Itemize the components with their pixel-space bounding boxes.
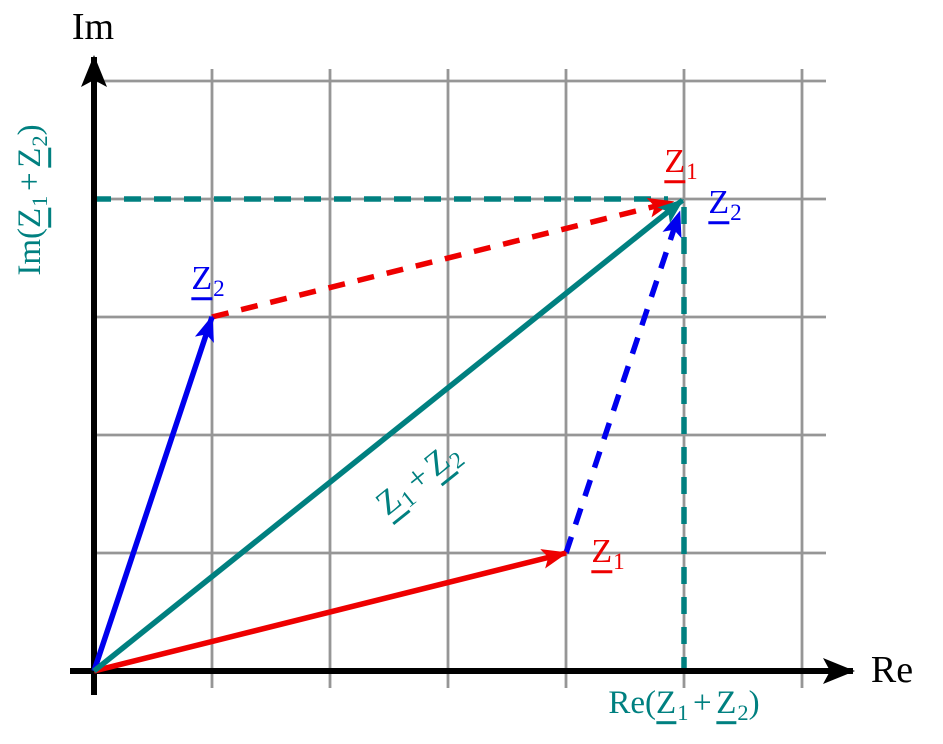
re-axis-title: Re <box>870 649 914 691</box>
z2-vector <box>91 315 215 672</box>
re-projection-sub1: 1 <box>677 700 689 726</box>
re-projection-z2: Z <box>716 687 737 725</box>
re-projection-prefix: Re( <box>608 685 657 722</box>
z1-shifted-vector <box>211 198 675 320</box>
re-projection-label: Re(Z1 + Z2) <box>608 685 760 726</box>
sum-vector <box>92 198 685 674</box>
im-projection-suffix: ) <box>12 124 49 136</box>
z2-sum-sub: 2 <box>730 200 742 227</box>
re-projection-suffix: ) <box>748 685 760 722</box>
im-axis-title: Im <box>71 6 115 48</box>
z2-tip-z: Z <box>191 262 213 301</box>
z1-sum-sub: 1 <box>686 159 698 186</box>
z2-sum-z: Z <box>708 186 730 225</box>
z2-tip-sub: 2 <box>213 276 225 303</box>
im-projection-sub2: 2 <box>27 135 53 147</box>
im-projection-sub1: 1 <box>27 195 53 207</box>
z1-shifted-label: Z1 <box>664 145 698 186</box>
re-projection-plus: + <box>693 685 712 722</box>
z1-vector <box>93 549 568 674</box>
z1-tip-z: Z <box>591 535 613 574</box>
z2-shifted-vector <box>563 210 683 554</box>
im-projection-prefix: Im( <box>12 227 49 276</box>
re-projection-sub2: 2 <box>737 700 749 726</box>
im-projection-z1: Z <box>12 207 52 228</box>
z1-sum-z: Z <box>664 145 686 184</box>
z2-vector-label: Z2 <box>191 262 225 303</box>
re-projection-z1: Z <box>656 687 677 725</box>
im-projection-label: Im(Z1+Z2) <box>12 124 53 276</box>
im-projection-z2: Z <box>12 147 52 168</box>
z1-tip-sub: 1 <box>613 549 625 576</box>
z2-shifted-label: Z2 <box>708 186 742 227</box>
im-projection-plus: + <box>12 172 49 191</box>
z1-vector-label: Z1 <box>591 535 625 576</box>
